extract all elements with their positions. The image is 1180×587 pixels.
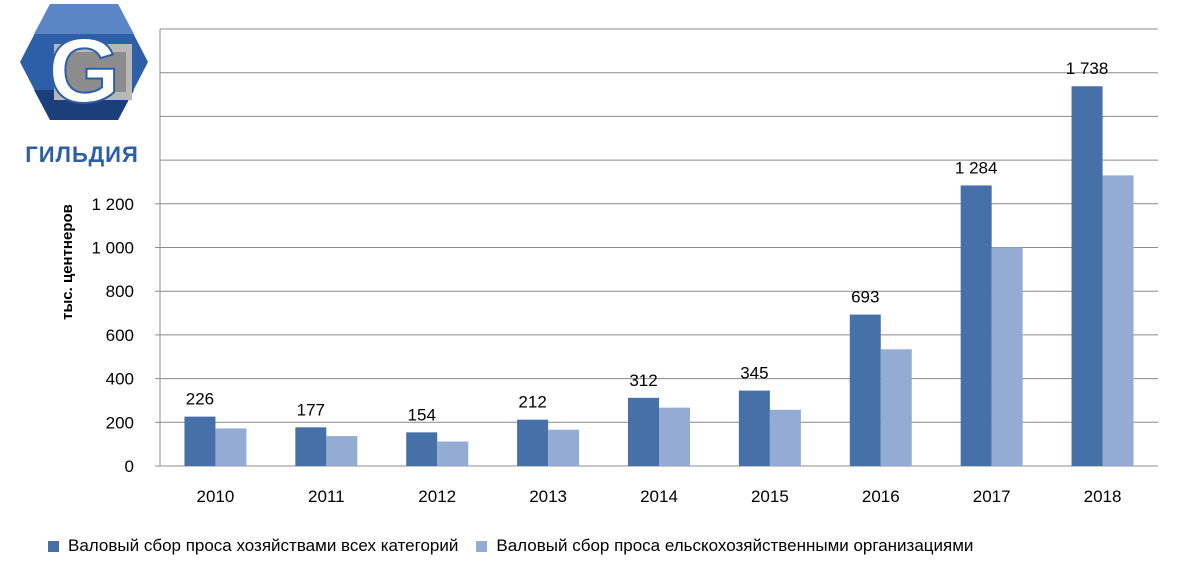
y-tick-label: 400 (106, 370, 134, 389)
y-tick-label: 200 (106, 413, 134, 432)
x-tick-label: 2015 (751, 487, 789, 506)
y-tick-label: 800 (106, 282, 134, 301)
bar-all-categories (849, 314, 881, 466)
gridlines (160, 28, 1158, 467)
x-tick-label: 2012 (418, 487, 456, 506)
x-tick-label: 2018 (1084, 487, 1122, 506)
x-tick-label: 2017 (973, 487, 1011, 506)
data-label: 1 284 (955, 158, 998, 177)
bar-organizations (548, 429, 580, 466)
y-tick-label: 1 000 (91, 239, 134, 258)
legend: Валовый сбор проса хозяйствами всех кате… (48, 536, 991, 556)
bar-organizations (769, 409, 801, 466)
x-tick-label: 2013 (529, 487, 567, 506)
x-tick-labels: 2010 2011 2012 2013 2014 2015 2016 2017 2018 (197, 487, 1122, 506)
data-label: 226 (186, 390, 214, 409)
data-label: 312 (629, 371, 657, 390)
logo-letter: G (48, 20, 120, 122)
legend-label: Валовый сбор проса хозяйствами всех кате… (68, 536, 459, 555)
y-tick-label: 0 (125, 457, 134, 476)
bar-all-categories (628, 397, 659, 466)
bar-all-categories (184, 416, 216, 466)
legend-swatch (48, 540, 59, 552)
x-tick-label: 2016 (862, 487, 900, 506)
bar-all-categories (517, 419, 549, 466)
y-axis-label: тыс. центнеров (59, 204, 76, 320)
bar-all-categories (295, 427, 327, 466)
data-label: 693 (851, 288, 879, 307)
bar-all-categories (1071, 86, 1103, 466)
logo-name: ГИЛЬДИЯ (25, 142, 139, 167)
bar-organizations (215, 428, 247, 466)
y-tick-label: 600 (106, 326, 134, 345)
x-tick-label: 2011 (308, 487, 345, 506)
axes (155, 29, 161, 467)
data-label: 1 738 (1066, 59, 1109, 78)
x-tick-label: 2014 (640, 487, 678, 506)
legend-label: Валовый сбор проса ельскохозяйственными … (496, 536, 974, 555)
bar-all-categories (406, 432, 438, 466)
chart: 226 177 154 212 312 345 693 1 284 1 738 2010 2011… (59, 28, 1158, 506)
logo: G ГИЛЬДИЯ (14, 0, 154, 170)
y-tick-label: 1 200 (91, 195, 134, 214)
x-tick-label: 2010 (197, 487, 235, 506)
bar-organizations (1102, 175, 1134, 466)
legend-item-organizations: Валовый сбор проса ельскохозяйственными … (476, 536, 973, 556)
logo-icon: G ГИЛЬДИЯ (20, 4, 148, 167)
legend-item-all-categories: Валовый сбор проса хозяйствами всех кате… (48, 536, 458, 556)
data-label: 212 (518, 393, 546, 412)
bar-organizations (437, 441, 469, 466)
legend-swatch (476, 540, 488, 552)
bar-all-categories (738, 390, 770, 466)
data-labels: 226 177 154 212 312 345 693 1 284 1 738 (186, 59, 1109, 424)
bar-organizations (326, 436, 358, 466)
data-label: 177 (297, 400, 325, 419)
bar-organizations (659, 407, 690, 466)
bar-all-categories (960, 185, 992, 467)
bar-organizations (880, 349, 912, 466)
y-tick-labels: 0 200 400 600 800 1 000 1 200 (91, 195, 134, 476)
bars (184, 86, 1134, 467)
data-label: 345 (740, 364, 768, 383)
data-label: 154 (408, 405, 436, 424)
bar-organizations (991, 247, 1023, 466)
